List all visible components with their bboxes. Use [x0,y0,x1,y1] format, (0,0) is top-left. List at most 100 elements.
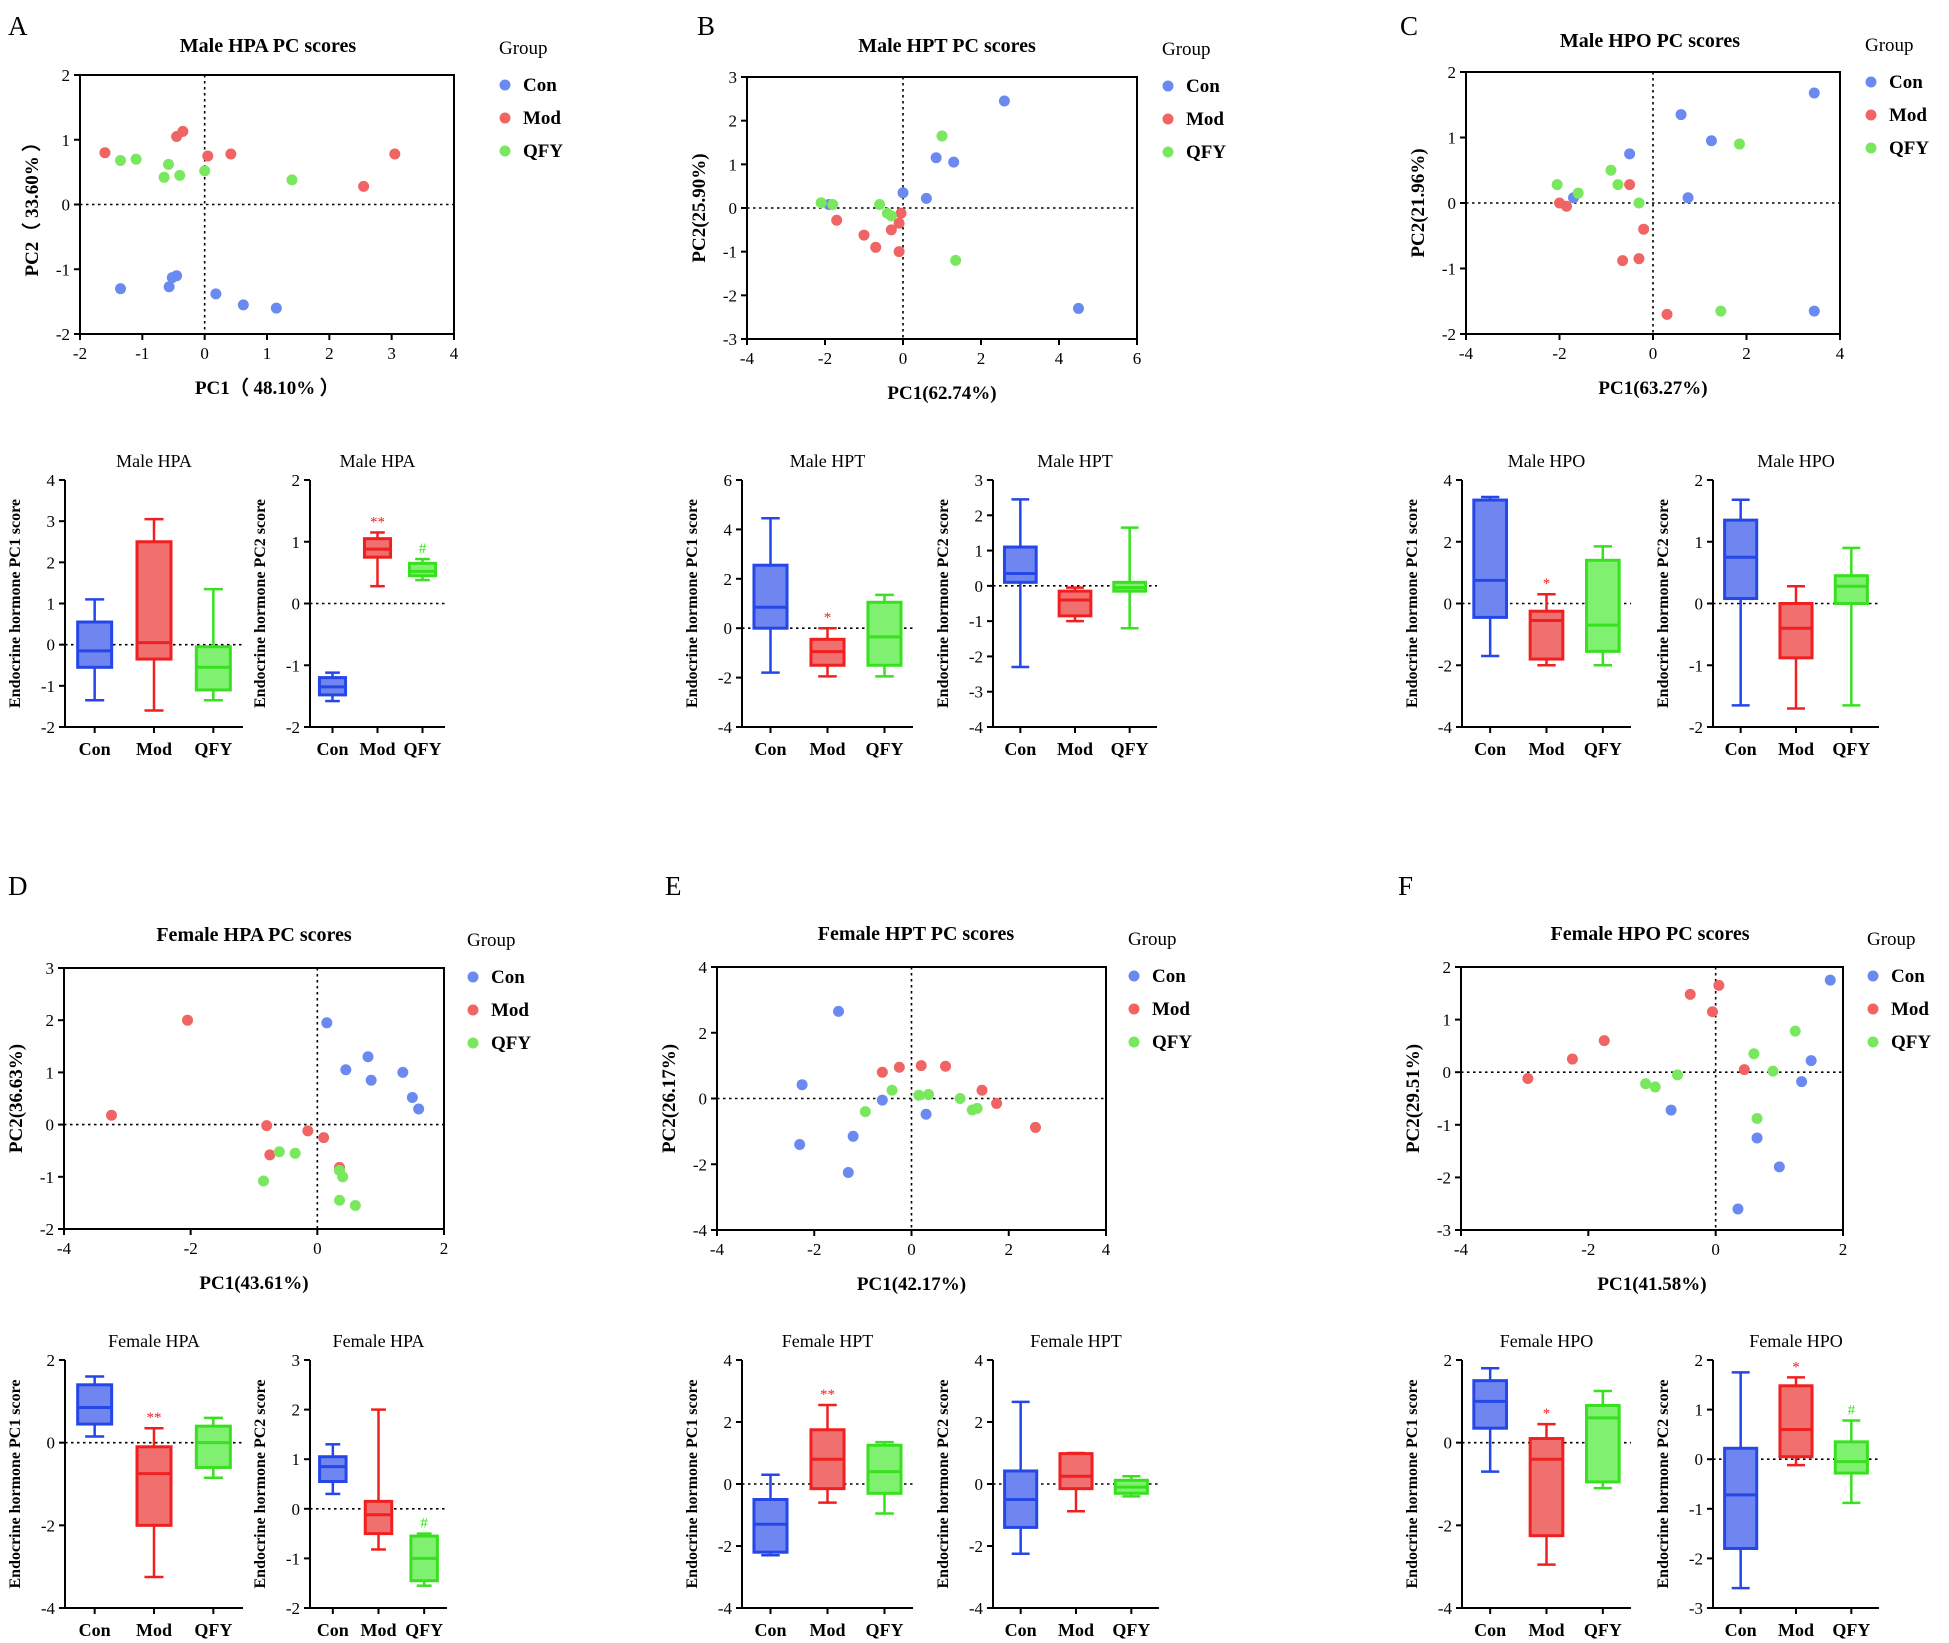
point-mod [1522,1073,1534,1085]
y-tick-label: 1 [1448,129,1457,148]
box-mod [1057,586,1093,623]
box-con [317,671,348,703]
category-label: Mod [1529,1620,1565,1640]
y-axis-title: PC2(26.17%) [659,1044,680,1153]
box-body [1833,1440,1869,1475]
significance-mark: * [824,610,832,626]
y-tick-label: -3 [723,330,737,349]
point-con [365,1074,377,1086]
legend: Group Con Mod QFY [1867,929,1931,1053]
y-tick-label: -4 [969,1599,984,1618]
point-mod [870,241,882,253]
scatter-panel-F: F Female HPO PC scores -4 -2 0 2 -3 -2 -1 0 1 2 PC1(… [1398,871,1931,1295]
boxplot-panel-E: Female HPT -4 -2 0 2 4 Endocrine hormone PC1 s… [684,1331,913,1640]
point-mod [893,1061,905,1073]
point-mod [177,125,189,137]
category-label: Con [754,1620,786,1640]
y-tick-label: 0 [292,1500,301,1519]
y-tick-label: 4 [1444,471,1453,490]
legend-label-mod: Mod [1889,105,1927,126]
y-tick-label: 0 [1444,1434,1453,1453]
boxplot-title: Female HPT [782,1331,874,1351]
panel-letter: B [697,11,715,41]
boxplot-panel-E: Female HPT -4 -2 0 2 4 Endocrine hormone PC2 s… [935,1331,1159,1640]
legend-label-con: Con [1152,966,1186,987]
point-qfy [936,130,948,142]
legend-marker-con [1865,76,1877,88]
box-mod: ** [362,514,393,588]
box-con [1723,498,1759,707]
point-qfy [886,1084,898,1096]
y-tick-label: -4 [1438,718,1453,737]
category-label: QFY [866,739,904,759]
significance-mark: * [1543,576,1551,592]
point-mod [261,1120,273,1132]
box-body [407,561,438,578]
y-tick-label: 0 [975,1475,984,1494]
y-tick-label: 2 [699,1024,708,1043]
box-con [1723,1371,1759,1590]
y-tick-label: -3 [1437,1221,1451,1240]
legend-marker-mod [1128,1003,1140,1015]
boxplot-title: Female HPO [1749,1331,1843,1351]
point-mod [302,1125,314,1137]
point-mod [318,1132,330,1144]
point-con [897,187,909,199]
y-axis-title: Endocrine hormone PC2 score [935,499,952,708]
y-tick-label: 2 [975,1413,984,1432]
category-label: QFY [194,1620,232,1640]
point-con [1773,1161,1785,1173]
point-qfy [349,1200,361,1212]
point-con [1624,148,1636,160]
box-con [76,598,114,702]
point-qfy [913,1089,925,1101]
point-mod [831,214,843,226]
point-con [920,1108,932,1120]
point-mod [358,180,370,192]
y-tick-label: 2 [1695,1351,1704,1370]
y-tick-label: -4 [1438,1599,1453,1618]
legend-marker-mod [1162,113,1174,125]
box-qfy [866,1440,903,1515]
significance-mark: ** [820,1387,835,1403]
point-qfy [1612,179,1624,191]
y-tick-label: 2 [975,506,984,525]
box-con [1003,1400,1039,1555]
y-tick-label: -1 [286,1549,300,1568]
boxplot-title: Male HPO [1757,451,1835,471]
box-body [1002,545,1038,584]
y-tick-label: 4 [724,520,733,539]
x-tick-label: 1 [263,344,272,363]
boxplot-panel-C: Male HPO -2 -1 0 1 2 Endocrine hormone PC2 sco… [1655,451,1879,759]
y-tick-label: 2 [47,1351,56,1370]
boxplot-title: Female HPO [1500,1331,1594,1351]
boxplot-title: Male HPT [1037,451,1113,471]
box-body [135,1445,173,1527]
y-tick-label: 0 [699,1090,708,1109]
y-tick-label: -4 [969,718,984,737]
legend-label-con: Con [1891,966,1925,987]
y-tick-label: 3 [47,512,56,531]
category-label: Mod [360,739,396,759]
category-label: QFY [1832,1620,1870,1640]
box-mod [1058,1451,1094,1513]
category-label: QFY [404,739,442,759]
category-label: QFY [1584,739,1622,759]
legend-label-con: Con [1186,76,1220,97]
point-con [237,299,249,311]
y-tick-label: -2 [1438,1516,1452,1535]
box-qfy: # [409,1516,439,1587]
box-body [1723,1446,1759,1550]
y-tick-label: -2 [1437,1168,1451,1187]
point-qfy [130,153,142,165]
point-qfy [1633,197,1645,209]
point-qfy [1605,164,1617,176]
boxplot-panel-B: Male HPT -4 -3 -2 -1 0 1 2 3 Endocrine hormone PC… [935,451,1157,759]
box-con [76,1375,114,1438]
point-mod [1738,1064,1750,1076]
box-mod: * [1528,1406,1565,1566]
y-tick-label: 1 [1695,1401,1704,1420]
x-axis-title: PC1(42.17%) [857,1274,966,1295]
category-label: QFY [866,1620,904,1640]
box-qfy [194,1416,232,1480]
